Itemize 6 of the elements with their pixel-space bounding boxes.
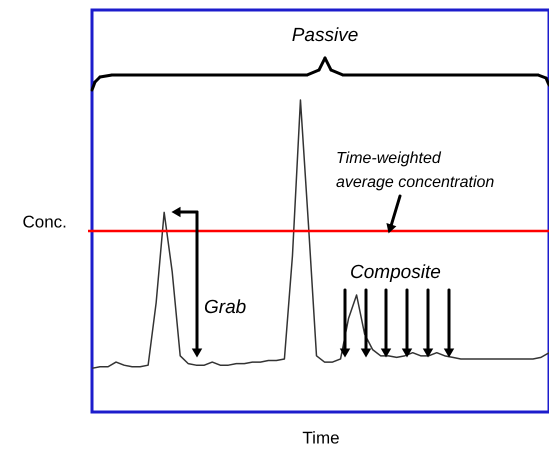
x-axis-title: Time [302,428,340,448]
annotation: Grab [204,297,246,318]
annotation: Composite [350,262,441,283]
annotation: Time-weighted average concentration [336,150,494,191]
text: Passive [292,25,358,46]
y-axis-title: Conc. [22,212,67,232]
